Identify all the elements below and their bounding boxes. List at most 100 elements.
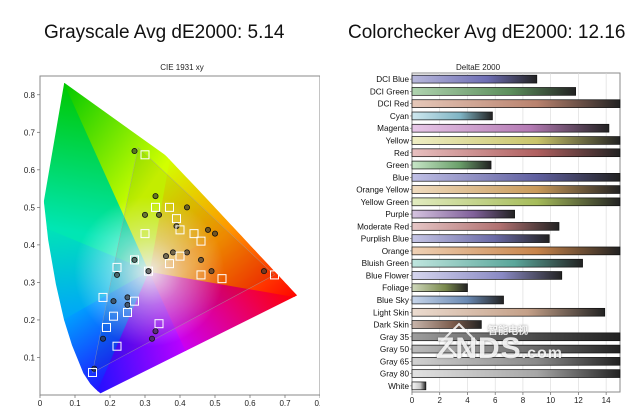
target-point-14 [217, 274, 227, 284]
bar-20 [411, 320, 482, 329]
bar-21 [411, 332, 621, 342]
bar-2 [411, 99, 621, 108]
target-point-22 [112, 341, 122, 351]
bar-19 [411, 307, 606, 317]
bar-13 [411, 234, 550, 243]
target-point-18 [144, 266, 153, 276]
target-point-3 [109, 311, 118, 321]
target-point-9 [175, 225, 185, 235]
measured-point-7 [183, 249, 190, 256]
measured-point-1 [131, 148, 138, 155]
measured-point-0 [260, 268, 267, 275]
deltae-bar-chart: DeltaE 2000 DCI Blue DCI Green DCI Red Cyan… [356, 63, 621, 405]
measurement-points [88, 148, 279, 377]
bar-23 [411, 357, 621, 366]
x-tick-label-5: 0.5 [209, 399, 221, 406]
y-tick-label-0: 0.1 [24, 353, 36, 362]
bar-15 [411, 258, 583, 268]
x-tick-label-5: 10 [546, 396, 555, 405]
colorchecker-headline: Colorchecker Avg dE2000: 12.16 [348, 22, 626, 43]
y-tick-label-1: 0.2 [24, 316, 36, 325]
category-label-12: Moderate Red [357, 222, 409, 231]
measured-point-21 [110, 298, 117, 305]
category-label-9: Orange Yellow [356, 186, 409, 195]
x-tick-label-0: 0 [38, 399, 43, 406]
category-label-16: Blue Flower [366, 271, 410, 280]
target-point-0 [270, 270, 279, 280]
category-label-1: DCI Green [370, 87, 410, 96]
x-tick-label-2: 4 [465, 396, 470, 405]
bar-8 [411, 173, 621, 182]
measured-point-20 [169, 249, 176, 256]
category-label-21: Gray 35 [380, 333, 410, 342]
category-label-19: Light Skin [373, 308, 409, 317]
x-tick-label-4: 8 [521, 396, 526, 405]
y-tick-label-7: 0.8 [24, 91, 36, 100]
cie-chart-title: CIE 1931 xy [160, 63, 204, 72]
bar-7 [411, 160, 492, 170]
category-label-7: Green [386, 161, 409, 170]
bar-9 [411, 185, 621, 194]
deltae-plot-frame [411, 72, 621, 393]
target-point-16 [98, 292, 108, 302]
measured-point-15 [208, 268, 215, 275]
category-label-20: Dark Skin [374, 321, 410, 330]
y-tick-label-6: 0.7 [24, 128, 36, 137]
category-label-23: Gray 65 [380, 357, 410, 366]
bar-12 [411, 222, 560, 231]
category-label-0: DCI Blue [376, 75, 409, 84]
measured-point-8 [141, 211, 148, 218]
target-point-19 [175, 251, 185, 261]
bar-4 [411, 123, 610, 133]
x-tick-label-8: 0.8 [314, 399, 320, 406]
y-tick-label-3: 0.4 [24, 241, 36, 250]
category-label-3: Cyan [390, 112, 410, 121]
bar-5 [411, 136, 621, 145]
measured-point-6 [145, 268, 152, 275]
x-tick-label-6: 12 [574, 396, 583, 405]
measured-point-23 [124, 294, 131, 301]
measured-point-11 [152, 193, 159, 200]
bar-14 [411, 246, 621, 256]
category-label-14: Orange [382, 247, 410, 256]
category-label-5: Yellow [386, 136, 409, 145]
measured-point-17 [100, 335, 107, 342]
y-tick-label-2: 0.3 [24, 278, 36, 287]
bar-3 [411, 111, 493, 121]
bar-16 [411, 271, 563, 280]
x-tick-label-7: 14 [602, 396, 611, 405]
target-point-6 [140, 229, 150, 239]
category-label-6: Red [394, 149, 409, 158]
target-point-2 [88, 367, 97, 377]
grayscale-headline: Grayscale Avg dE2000: 5.14 [44, 22, 285, 43]
deltae-chart-title: DeltaE 2000 [456, 63, 501, 72]
bar-11 [411, 209, 515, 219]
measured-point-22 [152, 328, 159, 335]
bar-25 [411, 381, 427, 391]
measured-point-5 [183, 204, 190, 211]
measured-point-16 [124, 301, 131, 308]
x-tick-label-3: 6 [493, 396, 498, 405]
target-point-20 [196, 236, 206, 246]
target-point-7 [165, 259, 174, 269]
measured-point-9 [155, 211, 162, 218]
target-point-8 [151, 202, 160, 212]
category-label-15: Bluish Green [362, 259, 410, 268]
target-point-4 [112, 262, 122, 272]
target-point-11 [165, 202, 174, 212]
measured-point-19 [162, 253, 169, 260]
target-point-12 [172, 214, 181, 224]
category-label-10: Yellow Green [361, 198, 410, 207]
target-point-5 [130, 296, 139, 306]
bar-24 [411, 369, 621, 378]
x-tick-label-3: 0.3 [139, 399, 151, 406]
cie-axis-ticks: 0 0.1 0.2 0.3 0.4 0.5 0.6 0.7 0.8 0.1 0.2 0.3 0.4 0.5… [24, 91, 320, 406]
target-point-1 [140, 150, 150, 160]
measured-point-12 [204, 226, 211, 233]
measured-point-13 [211, 230, 218, 237]
target-point-13 [196, 270, 206, 280]
target-point-21 [102, 322, 111, 332]
target-point-23 [123, 307, 132, 317]
category-label-24: Gray 80 [380, 370, 410, 379]
category-label-18: Blue Sky [377, 296, 410, 305]
